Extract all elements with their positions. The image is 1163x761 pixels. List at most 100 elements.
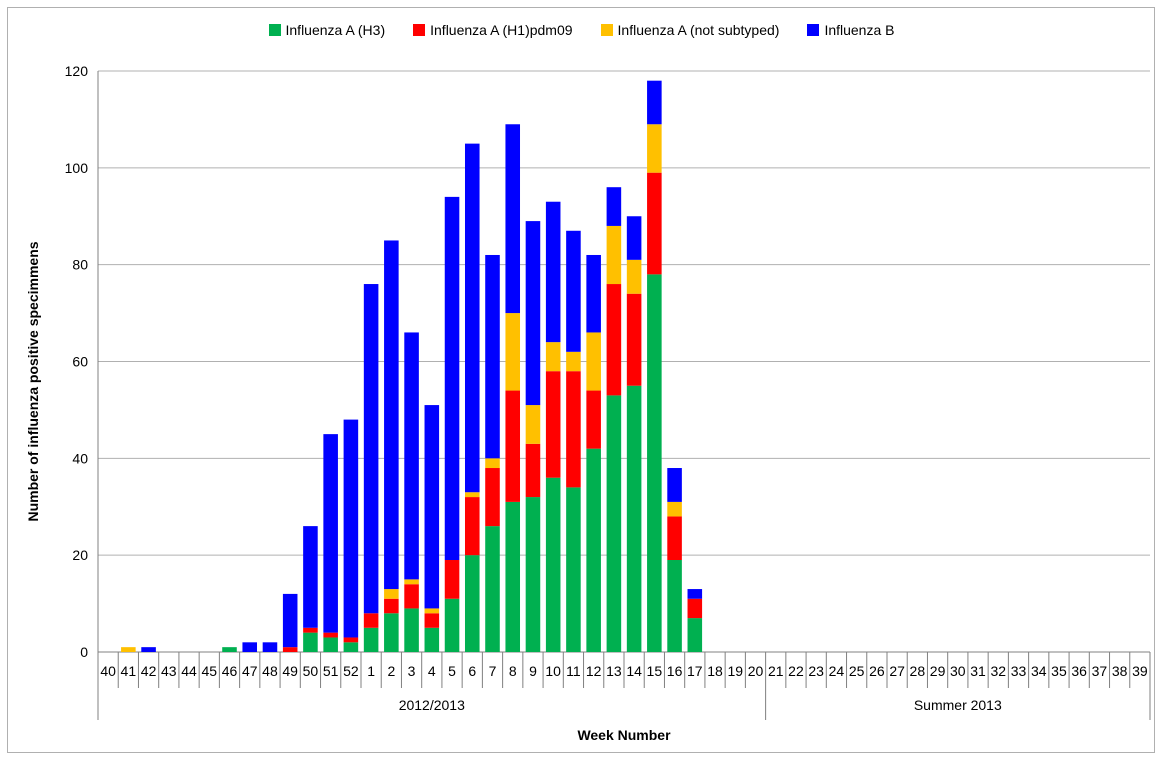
bar-segment — [505, 124, 521, 314]
bar-segment — [667, 560, 682, 652]
x-tick-label: 2 — [387, 663, 395, 679]
bar-segment — [404, 579, 419, 585]
bar-segment — [626, 216, 642, 260]
bar-segment — [404, 584, 419, 609]
x-tick-label: 48 — [262, 663, 278, 679]
bar-segment — [667, 516, 682, 561]
x-tick-label: 51 — [323, 663, 339, 679]
x-tick-label: 19 — [727, 663, 743, 679]
x-tick-label: 38 — [1112, 663, 1128, 679]
bar-segment — [363, 627, 379, 652]
x-tick-label: 6 — [468, 663, 476, 679]
bar-segment — [586, 448, 601, 652]
bar-segment — [586, 254, 601, 333]
bar-segment — [687, 618, 703, 652]
bar-segment — [647, 274, 662, 652]
bar-segment — [343, 419, 359, 638]
legend-swatch — [600, 24, 613, 36]
legend-item: Influenza A (not subtyped) — [600, 22, 780, 38]
bar-segment — [566, 487, 581, 652]
x-tick-label: 47 — [242, 663, 258, 679]
bar-segment — [444, 560, 460, 599]
y-tick-label: 0 — [80, 644, 88, 660]
bar-segment — [586, 390, 601, 449]
x-tick-label: 21 — [768, 663, 784, 679]
bar-segment — [485, 458, 500, 469]
y-tick-label: 40 — [72, 450, 88, 466]
bar-segment — [667, 468, 682, 502]
x-tick-label: 46 — [222, 663, 238, 679]
bar-segment — [222, 647, 237, 652]
bar-segment — [667, 501, 682, 517]
x-tick-label: 14 — [626, 663, 642, 679]
bar-segment — [444, 598, 460, 652]
x-tick-label: 22 — [788, 663, 804, 679]
bar-segment — [464, 492, 480, 498]
x-tick-label: 12 — [586, 663, 602, 679]
x-tick-label: 20 — [748, 663, 764, 679]
bar-segment — [545, 477, 561, 652]
bar-segment — [384, 598, 399, 614]
legend-item: Influenza A (H1)pdm09 — [413, 22, 573, 38]
legend-label: Influenza A (not subtyped) — [617, 22, 780, 38]
x-tick-label: 29 — [930, 663, 946, 679]
bar-segment — [323, 637, 338, 652]
bar-segment — [505, 313, 521, 391]
x-tick-label: 18 — [707, 663, 723, 679]
y-axis-title: Number of influenza positive specimmens — [25, 241, 41, 521]
bar-segment — [424, 405, 440, 609]
x-tick-label: 3 — [408, 663, 416, 679]
x-tick-label: 34 — [1031, 663, 1047, 679]
bar-segment — [626, 385, 642, 652]
x-tick-label: 44 — [181, 663, 197, 679]
group-label: Summer 2013 — [914, 697, 1002, 713]
bar-segment — [343, 642, 359, 652]
x-tick-label: 31 — [970, 663, 986, 679]
bar-segment — [242, 642, 258, 652]
bar-segment — [384, 240, 399, 590]
bar-segment — [121, 647, 136, 652]
x-tick-label: 25 — [849, 663, 865, 679]
bar-segment — [647, 124, 662, 173]
x-tick-label: 28 — [910, 663, 926, 679]
bar-segment — [606, 284, 622, 396]
y-tick-label: 80 — [72, 257, 88, 273]
x-tick-label: 23 — [808, 663, 824, 679]
x-tick-label: 5 — [448, 663, 456, 679]
bar-segment — [384, 589, 399, 599]
bar-segment — [323, 632, 338, 638]
x-tick-label: 15 — [647, 663, 663, 679]
x-tick-label: 37 — [1092, 663, 1108, 679]
x-tick-label: 40 — [100, 663, 116, 679]
bar-segment — [303, 632, 318, 652]
bar-segment — [464, 497, 480, 556]
bar-segment — [647, 172, 662, 275]
x-tick-label: 36 — [1071, 663, 1087, 679]
bar-segment — [606, 187, 622, 226]
bar-segment — [363, 613, 379, 628]
bar-segment — [404, 608, 419, 652]
bar-segment — [424, 613, 440, 628]
bar-segment — [545, 371, 561, 478]
y-tick-label: 120 — [65, 63, 89, 79]
x-tick-label: 52 — [343, 663, 359, 679]
bar-segment — [525, 405, 541, 444]
legend-label: Influenza A (H1)pdm09 — [430, 22, 573, 38]
x-tick-label: 32 — [990, 663, 1006, 679]
x-tick-label: 7 — [489, 663, 497, 679]
x-tick-label: 17 — [687, 663, 703, 679]
x-tick-label: 10 — [545, 663, 561, 679]
bar-segment — [505, 390, 521, 502]
bar-segment — [505, 501, 521, 652]
bar-segment — [262, 642, 278, 652]
bar-segment — [566, 351, 581, 372]
bar-segment — [626, 259, 642, 294]
x-tick-label: 30 — [950, 663, 966, 679]
bar-segment — [323, 434, 338, 633]
x-tick-label: 41 — [121, 663, 137, 679]
x-tick-label: 33 — [1011, 663, 1027, 679]
bar-segment — [606, 395, 622, 652]
bar-segment — [464, 143, 480, 493]
legend-label: Influenza B — [824, 22, 895, 38]
x-tick-label: 43 — [161, 663, 177, 679]
